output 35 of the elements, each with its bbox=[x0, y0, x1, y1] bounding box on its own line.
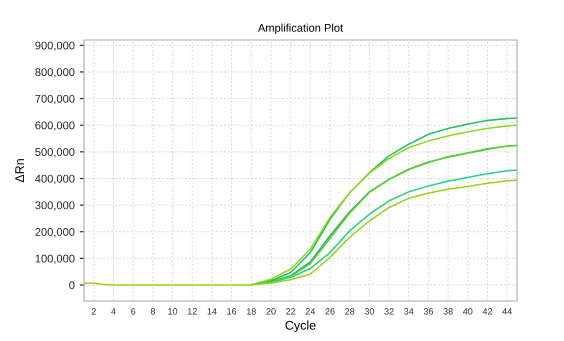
x-tick-label: 34 bbox=[404, 308, 414, 315]
x-tick-label: 26 bbox=[325, 308, 335, 315]
x-tick-label: 16 bbox=[227, 308, 236, 315]
x-tick-label: 32 bbox=[384, 308, 394, 315]
y-tick-label: 0 bbox=[69, 281, 75, 290]
x-tick-label: 22 bbox=[286, 308, 296, 314]
y-axis-title: ΔRn bbox=[15, 159, 24, 182]
x-tick-label: 4 bbox=[111, 308, 116, 314]
x-tick-label: 36 bbox=[424, 308, 434, 315]
x-tick-label: 2 bbox=[92, 308, 96, 314]
y-tick-label: 200,000 bbox=[35, 228, 75, 238]
y-tick-label: 900,000 bbox=[35, 42, 75, 51]
x-tick-label: 14 bbox=[208, 308, 217, 314]
x-tick-label: 24 bbox=[306, 308, 316, 314]
x-tick-label: 18 bbox=[246, 308, 256, 315]
y-tick-label: 100,000 bbox=[36, 254, 75, 264]
x-tick-label: 10 bbox=[168, 308, 178, 315]
x-tick-label: 42 bbox=[482, 308, 492, 314]
y-tick-label: 700,000 bbox=[35, 94, 75, 104]
x-tick-label: 20 bbox=[266, 308, 276, 315]
x-tick-label: 6 bbox=[131, 308, 136, 315]
y-tick-label: 800,000 bbox=[35, 68, 75, 78]
y-tick-label: 500,000 bbox=[35, 148, 75, 158]
x-tick-label: 12 bbox=[188, 308, 197, 314]
y-tick-label: 400,000 bbox=[35, 174, 75, 184]
chart-title: Amplification Plot bbox=[258, 24, 344, 34]
x-tick-label: 30 bbox=[364, 308, 374, 315]
x-tick-label: 38 bbox=[443, 308, 453, 315]
x-axis-title: Cycle bbox=[286, 320, 316, 332]
y-tick-label: 300,000 bbox=[35, 201, 75, 211]
x-tick-label: 28 bbox=[345, 308, 354, 315]
x-tick-label: 8 bbox=[150, 308, 156, 315]
x-tick-label: 44 bbox=[502, 308, 512, 314]
y-tick-label: 600,000 bbox=[35, 121, 75, 131]
x-tick-label: 40 bbox=[462, 308, 472, 315]
